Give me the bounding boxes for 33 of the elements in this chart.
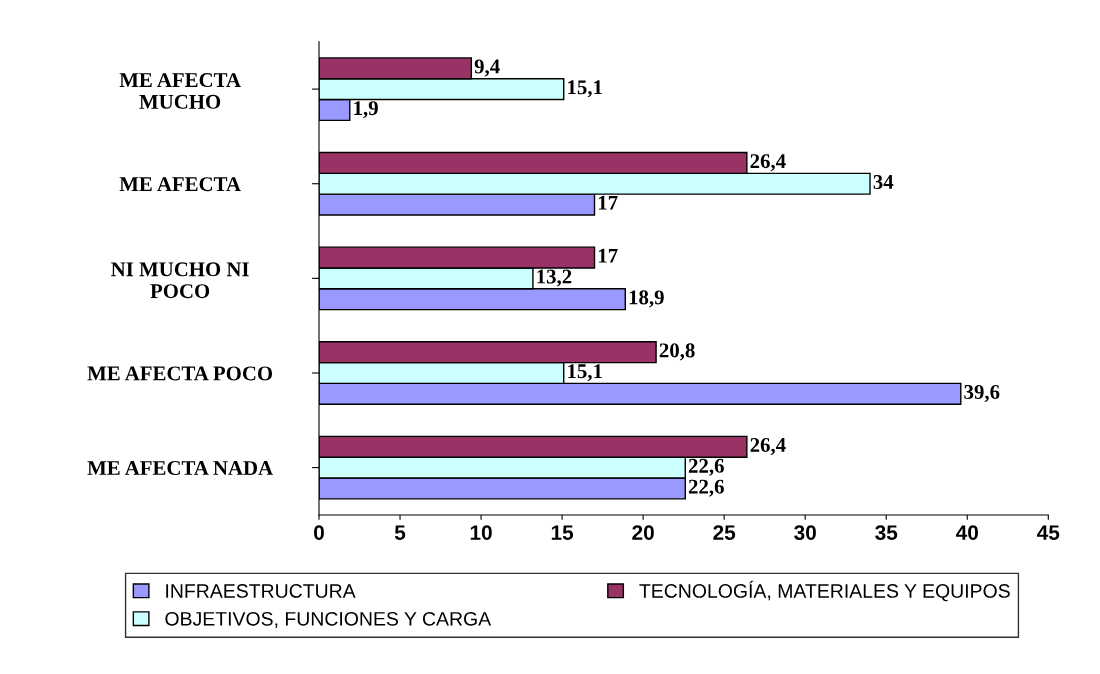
data-label: 20,8 (659, 343, 695, 361)
data-label: 17 (598, 248, 618, 263)
data-label: 26,4 (750, 438, 786, 456)
x-tick-label: 25 (713, 525, 736, 540)
y-tick-label: ME AFECTA (119, 177, 241, 192)
x-tick-label: 20 (632, 525, 654, 540)
x-tick-label: 40 (956, 525, 978, 540)
y-tick-label: ME AFECTA NADA (87, 461, 273, 476)
data-label: 17 (598, 195, 618, 210)
legend-label: INFRAESTRUCTURA (166, 584, 356, 598)
x-tick-label: 0 (314, 525, 324, 540)
legend-label: TECNOLOGÍA, MATERIALES Y EQUIPOS (639, 580, 1010, 602)
legend-label: OBJETIVOS, FUNCIONES Y CARGA (165, 611, 492, 628)
data-label: 22,6 (688, 479, 724, 497)
data-label: 26,4 (750, 154, 786, 172)
data-label: 1,9 (354, 101, 378, 119)
y-tick-label: NI MUCHO NI POCO (111, 262, 249, 299)
data-label: 15,1 (568, 80, 602, 98)
y-tick-label: ME AFECTA POCO (87, 366, 273, 381)
data-label: 22,6 (688, 458, 724, 476)
x-tick-label: 45 (1037, 525, 1060, 540)
data-label: 13,2 (537, 269, 572, 287)
data-label: 18,9 (629, 290, 664, 308)
y-tick-label: ME AFECTA MUCHO (119, 73, 241, 109)
x-tick-label: 35 (875, 525, 898, 540)
x-tick-label: 5 (394, 525, 406, 540)
data-label: 9,4 (474, 59, 500, 77)
data-label: 15,1 (568, 364, 602, 382)
x-tick-label: 30 (794, 525, 816, 540)
data-label: 34 (873, 174, 894, 189)
x-tick-label: 10 (470, 525, 492, 540)
x-tick-label: 15 (551, 525, 574, 540)
data-label: 39,6 (964, 385, 1000, 403)
